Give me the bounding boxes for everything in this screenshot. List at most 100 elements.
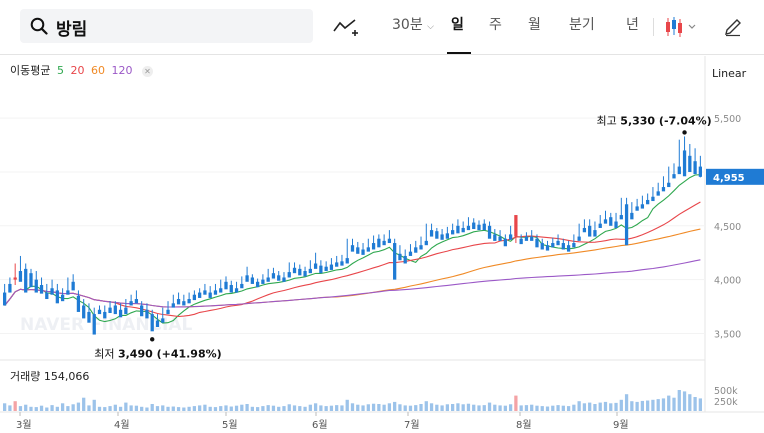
candle-body — [176, 299, 181, 305]
volume-bar — [308, 404, 312, 411]
candle-body — [624, 204, 629, 246]
candle — [524, 232, 529, 241]
tab-month[interactable]: 월 — [528, 17, 541, 33]
volume-bar — [540, 406, 544, 411]
volume-bar — [3, 403, 7, 411]
stock-search-box[interactable]: 방림 — [20, 9, 313, 43]
scale-mode-toggle[interactable]: Linear — [712, 67, 747, 80]
candle — [176, 292, 181, 305]
close-icon[interactable]: ✕ — [141, 65, 153, 77]
volume-bar — [103, 407, 107, 411]
volume-bar — [530, 404, 534, 411]
candle — [213, 283, 218, 295]
tab-quarter[interactable]: 분기 — [569, 17, 595, 33]
candle — [646, 193, 650, 205]
candle — [387, 230, 392, 244]
volume-bar — [493, 404, 497, 411]
volume-bar — [287, 404, 291, 411]
candle — [487, 221, 492, 239]
ma-period-20[interactable]: 20 — [66, 64, 85, 77]
moving-average-legend[interactable]: 이동평균 5 20 60 120 ✕ — [10, 62, 156, 78]
volume-bar — [108, 406, 112, 411]
candle — [677, 139, 681, 175]
volume-bar — [82, 397, 86, 411]
candle — [408, 244, 413, 256]
candle — [287, 262, 291, 278]
candle-body — [113, 305, 117, 315]
drawing-tool-icon[interactable] — [333, 17, 359, 39]
candle-body — [377, 238, 381, 248]
candle — [361, 243, 365, 255]
candle — [108, 301, 112, 314]
tab-week[interactable]: 주 — [489, 17, 502, 33]
candle-body — [577, 236, 581, 241]
candle-body — [166, 309, 170, 315]
candle — [514, 215, 518, 244]
candle — [630, 202, 634, 220]
candle — [419, 236, 423, 250]
candle — [34, 271, 38, 293]
candle — [624, 197, 629, 246]
volume-bar — [356, 404, 360, 411]
candle — [461, 221, 465, 233]
candle — [672, 163, 676, 179]
ma-period-120[interactable]: 120 — [107, 64, 133, 77]
volume-bar — [97, 406, 102, 411]
candle — [503, 234, 507, 247]
candle-body — [588, 225, 592, 237]
volume-bar — [677, 390, 681, 411]
candle — [619, 197, 623, 220]
candle — [71, 274, 75, 291]
candle-body — [651, 196, 655, 202]
candle — [203, 283, 207, 295]
candle-body — [224, 281, 228, 290]
candle-body — [461, 227, 465, 233]
candle-body — [667, 182, 671, 188]
tab-day[interactable]: 일 — [451, 17, 464, 33]
candle — [640, 195, 645, 209]
candle — [530, 230, 534, 241]
candle-body — [609, 217, 613, 226]
ma-period-5[interactable]: 5 — [53, 64, 64, 77]
candle — [556, 234, 560, 246]
pencil-icon[interactable] — [723, 17, 743, 37]
candle-body — [598, 223, 602, 228]
volume-bar — [313, 403, 318, 411]
candle-body — [640, 204, 645, 209]
candle — [8, 277, 12, 293]
candle-body — [287, 272, 291, 278]
candle-body — [329, 264, 334, 270]
candle-body — [693, 161, 697, 175]
candle — [145, 303, 149, 319]
volume-bar — [588, 402, 592, 411]
volume-bar — [403, 405, 407, 411]
candle-body — [76, 295, 81, 312]
volume-bar — [303, 406, 307, 411]
candle — [161, 307, 165, 323]
candle — [329, 258, 334, 270]
candle-body — [92, 314, 96, 335]
volume-bar — [598, 402, 602, 411]
candle-body — [619, 215, 623, 220]
candle-body — [103, 311, 107, 319]
candle — [92, 307, 96, 335]
tab-year[interactable]: 년 — [626, 17, 639, 33]
volume-bar — [203, 404, 207, 411]
candle-body — [155, 320, 160, 328]
candle — [598, 215, 602, 228]
volume-bar — [224, 405, 228, 411]
volume-bar — [171, 406, 175, 411]
volume-bar — [340, 405, 344, 411]
volume-bar — [682, 391, 687, 411]
candlestick-type-icon[interactable] — [664, 15, 700, 39]
volume-bar — [245, 404, 249, 411]
candle-body — [240, 283, 244, 289]
candle-body — [187, 299, 191, 304]
ma-period-60[interactable]: 60 — [87, 64, 105, 77]
interval-dropdown[interactable]: 30분 ⌵ — [392, 14, 434, 34]
volume-bar — [651, 399, 655, 411]
candle-body — [255, 281, 260, 288]
candle-body — [435, 231, 439, 239]
ma-period-list: 5 20 60 120 — [53, 64, 139, 77]
candle — [493, 229, 497, 241]
